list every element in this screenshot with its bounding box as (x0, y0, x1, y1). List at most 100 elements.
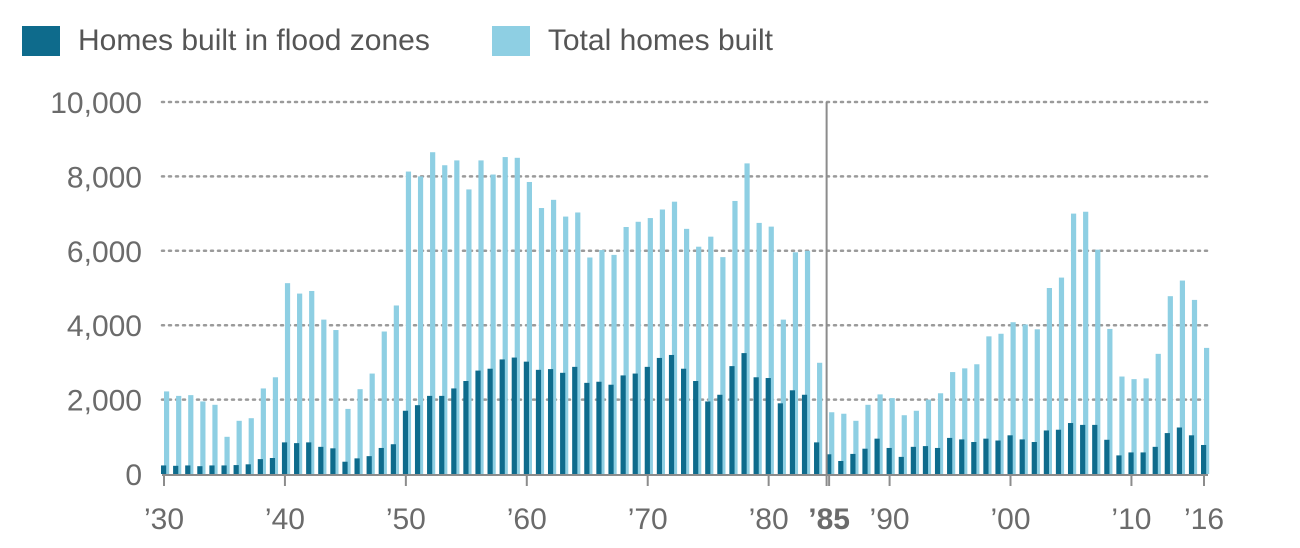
bar-flood-zone-homes (705, 401, 711, 474)
bar-flood-zone-homes (584, 382, 590, 474)
x-tick-label: ’10 (1111, 503, 1151, 536)
bar-total-homes (744, 163, 750, 474)
bar-total-homes (877, 394, 883, 474)
bar-flood-zone-homes (463, 381, 469, 474)
bar-flood-zone-homes (161, 465, 167, 474)
bar-flood-zone-homes (1092, 424, 1098, 474)
bar-flood-zone-homes (1067, 423, 1074, 474)
bar-total-homes (176, 395, 182, 474)
bar-flood-zone-homes (427, 395, 433, 474)
bar-flood-zone-homes (1140, 452, 1146, 474)
bar-total-homes (623, 226, 629, 474)
bar-flood-zone-homes (185, 465, 191, 474)
bar-total-homes (369, 373, 375, 474)
bar-total-homes (768, 226, 774, 474)
bar-flood-zone-homes (717, 394, 723, 474)
bar-flood-zone-homes (1152, 446, 1158, 474)
bar-total-homes (841, 413, 847, 474)
bar-flood-zone-homes (294, 443, 300, 474)
bar-total-homes (212, 404, 218, 474)
bar-total-homes (865, 404, 871, 474)
bar-total-homes (466, 189, 472, 475)
bar-total-homes (478, 160, 484, 475)
bar-total-homes (974, 364, 980, 474)
bar-flood-zone-homes (354, 458, 360, 474)
bar-total-homes (696, 246, 702, 474)
bar-total-homes (1083, 211, 1089, 475)
bar-flood-zone-homes (281, 442, 288, 474)
bar-total-homes (1167, 296, 1173, 474)
bar-flood-zone-homes (777, 403, 783, 474)
bar-flood-zone-homes (1031, 442, 1037, 474)
bar-flood-zone-homes (995, 440, 1001, 474)
bar-flood-zone-homes (947, 437, 953, 474)
bar-total-homes (333, 330, 339, 474)
y-tick-label: 6,000 (67, 236, 142, 269)
bar-flood-zone-homes (838, 460, 844, 474)
bar-flood-zone-homes (850, 453, 856, 474)
bar-flood-zone-homes (801, 394, 808, 474)
bar-total-homes (575, 212, 581, 474)
bar-flood-zone-homes (1201, 444, 1207, 474)
bar-total-homes (430, 152, 436, 474)
bar-total-homes (889, 398, 895, 474)
bar-flood-zone-homes (414, 405, 421, 474)
bar-total-homes (1179, 280, 1186, 474)
bar-flood-zone-homes (572, 366, 578, 474)
bar-total-homes (611, 254, 617, 474)
bar-total-homes (684, 228, 690, 474)
x-tick-label: ’40 (265, 503, 305, 536)
bar-flood-zone-homes (729, 366, 735, 474)
bar-total-homes (1143, 378, 1149, 474)
bar-total-homes (260, 388, 266, 474)
bar-total-homes (514, 157, 520, 475)
legend-item-flood-zones: Homes built in flood zones (22, 24, 430, 58)
bar-total-homes (708, 236, 714, 474)
bar-flood-zone-homes (862, 448, 868, 474)
y-tick-label: 4,000 (67, 310, 142, 343)
bar-flood-zone-homes (439, 395, 445, 474)
bar-flood-zone-homes (910, 446, 916, 474)
bar-flood-zone-homes (753, 377, 759, 474)
bar-flood-zone-homes (233, 465, 239, 474)
x-tick-label: ’50 (386, 503, 426, 536)
bar-total-homes (248, 418, 254, 474)
legend-label-flood-zones: Homes built in flood zones (78, 24, 430, 57)
bar-flood-zone-homes (1176, 427, 1183, 474)
bar-total-homes (164, 391, 170, 474)
x-tick-label: ’90 (870, 503, 910, 536)
bar-flood-zone-homes (983, 438, 989, 474)
bar-flood-zone-homes (378, 447, 384, 474)
bar-flood-zone-homes (644, 366, 650, 474)
bar-flood-zone-homes (523, 361, 529, 474)
bar-total-homes (1070, 213, 1077, 474)
bar-total-homes (1107, 328, 1113, 474)
bar-flood-zone-homes (1019, 439, 1025, 474)
bar-total-homes (913, 410, 919, 474)
bar-flood-zone-homes (245, 464, 251, 474)
bar-total-homes (200, 401, 206, 474)
bar-total-homes (188, 395, 194, 474)
x-tick-label: ’60 (507, 503, 547, 536)
bar-total-homes (442, 165, 448, 475)
bar-total-homes (345, 408, 351, 474)
bar-total-homes (647, 218, 653, 474)
bar-flood-zone-homes (1007, 435, 1013, 474)
bar-total-homes (1034, 329, 1040, 474)
bar-total-homes (804, 250, 811, 474)
bar-total-homes (962, 368, 968, 474)
bar-total-homes (490, 174, 496, 475)
bar-flood-zone-homes (656, 357, 663, 474)
bar-flood-zone-homes (475, 370, 481, 474)
bar-total-homes (732, 200, 738, 474)
bar-total-homes (986, 336, 992, 474)
bar-total-homes (792, 252, 799, 474)
bar-total-homes (925, 399, 932, 474)
bar-flood-zone-homes (209, 465, 215, 474)
x-tick-label: ’70 (628, 503, 668, 536)
bar-flood-zone-homes (620, 375, 626, 474)
bar-flood-zone-homes (402, 410, 409, 474)
legend-swatch-flood-zones (22, 26, 60, 56)
bar-total-homes (357, 389, 363, 474)
legend-label-total: Total homes built (547, 24, 773, 57)
